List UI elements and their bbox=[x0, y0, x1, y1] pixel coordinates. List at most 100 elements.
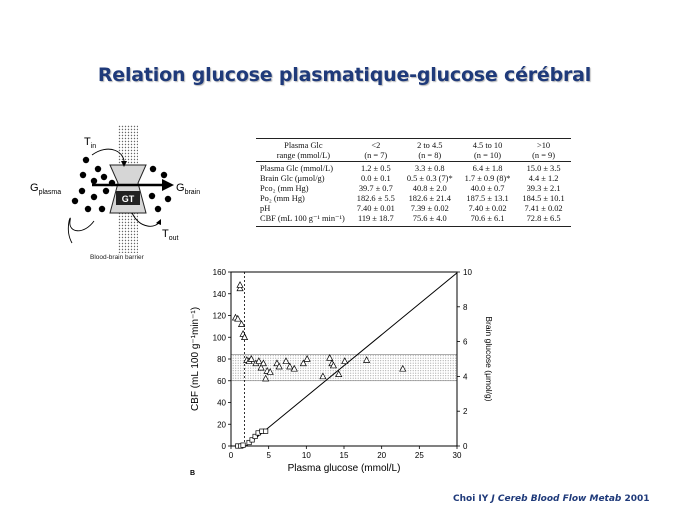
brain-glucose-data-point bbox=[249, 437, 255, 443]
table-cell: 182.6 ± 21.4 bbox=[408, 194, 451, 203]
header-cell: 4.5 to 10 bbox=[458, 138, 517, 151]
x-tick-label: 10 bbox=[302, 451, 311, 460]
table-row: pH 7.40 ± 0.01 7.39 ± 0.02 7.40 ± 0.02 7… bbox=[256, 204, 571, 214]
table-cell: 70.6 ± 6.1 bbox=[458, 214, 517, 227]
table-cell: 40.0 ± 0.7 bbox=[470, 184, 505, 193]
cbf-data-point bbox=[329, 361, 338, 369]
cbf-data-point bbox=[234, 314, 242, 322]
row-label: pH bbox=[260, 204, 271, 213]
cbf-data-point bbox=[262, 374, 270, 382]
table-cell: 1.7 ± 0.9 (8)* bbox=[464, 174, 511, 183]
header-cell: Plasma Glc bbox=[256, 138, 351, 151]
cbf-data-point bbox=[363, 356, 371, 363]
table-header-row: range (mmol/L) (n = 7) (n = 8) (n = 10) … bbox=[256, 151, 571, 162]
brain-glucose-fit-line bbox=[245, 272, 458, 447]
y2-tick-label: 10 bbox=[463, 268, 472, 277]
table-cell: 72.8 ± 6.5 bbox=[516, 214, 571, 227]
cbf-data-point bbox=[335, 370, 343, 377]
brain-glucose-data-point bbox=[252, 433, 258, 439]
y2-tick-label: 8 bbox=[463, 303, 468, 312]
y2-tick-label: 6 bbox=[463, 338, 468, 347]
header-cell: (n = 7) bbox=[364, 151, 388, 160]
y-tick-label: 140 bbox=[213, 290, 227, 299]
y-tick-label: 120 bbox=[213, 312, 227, 321]
bbb-transport-diagram: GT Tin Gplasma Gbrain Tout bbox=[30, 125, 200, 253]
table-cell: 184.5 ± 10.1 bbox=[522, 194, 565, 203]
y-axis-label: CBF (mL 100 g⁻¹min⁻¹) bbox=[190, 307, 201, 411]
t-out-subscript: out bbox=[169, 235, 179, 242]
row-label: Plasma Glc (mmol/L) bbox=[256, 161, 351, 174]
cbf-data-point bbox=[341, 357, 349, 364]
g-brain-subscript: brain bbox=[185, 189, 201, 196]
brain-glucose-data-point bbox=[263, 428, 269, 434]
y-tick-label: 60 bbox=[217, 377, 226, 386]
table-row: Plasma Glc (mmol/L) 1.2 ± 0.5 3.3 ± 0.8 … bbox=[256, 161, 571, 174]
cbf-data-point bbox=[275, 362, 283, 370]
cbf-data-point bbox=[257, 363, 265, 371]
header-cell: (n = 8) bbox=[418, 151, 442, 160]
cbf-data-point bbox=[237, 320, 246, 327]
table-row: Po₂ (mm Hg) 182.6 ± 5.5 182.6 ± 21.4 187… bbox=[256, 194, 571, 204]
table-cell: 40.8 ± 2.0 bbox=[412, 184, 447, 193]
t-out-label: T bbox=[162, 228, 169, 240]
cbf-data-point bbox=[282, 357, 290, 364]
y2-tick-label: 4 bbox=[463, 372, 468, 381]
y2-tick-label: 0 bbox=[463, 442, 468, 451]
g-plasma-subscript: plasma bbox=[39, 189, 62, 196]
row-label: Po₂ (mm Hg) bbox=[260, 194, 305, 203]
table-row: CBF (mL 100 g⁻¹ min⁻¹) 119 ± 18.7 75.6 ±… bbox=[256, 214, 571, 227]
table-cell: 0.0 ± 0.1 bbox=[360, 174, 391, 183]
cbf-glucose-chart: 0 5 10 15 20 25 300204060801001201401600246810… bbox=[190, 268, 494, 477]
citation-year: 2001 bbox=[621, 494, 650, 504]
table-row: Pco₂ (mm Hg) 39.7 ± 0.7 40.8 ± 2.0 40.0 … bbox=[256, 184, 571, 194]
table-cell: 0.5 ± 0.3 (7)* bbox=[406, 174, 453, 183]
barrier-label: Blood-brain barrier bbox=[90, 254, 144, 261]
tail-curve bbox=[67, 217, 95, 244]
cbf-data-point bbox=[399, 364, 407, 372]
svg-text:Gbrain: Gbrain bbox=[176, 182, 200, 196]
t-in-label: T bbox=[84, 136, 91, 148]
x-tick-label: 30 bbox=[453, 451, 462, 460]
y-tick-label: 40 bbox=[217, 399, 226, 408]
transporter-shape bbox=[109, 164, 147, 214]
x-axis-label: Plasma glucose (mmol/L) bbox=[288, 463, 401, 474]
header-cell: 2 to 4.5 bbox=[400, 138, 459, 151]
cbf-data-point bbox=[236, 284, 244, 292]
transport-arrow-head bbox=[162, 179, 174, 191]
cbf-data-point bbox=[236, 281, 244, 288]
table-cell: 6.4 ± 1.8 bbox=[458, 161, 517, 174]
cbf-data-point bbox=[319, 372, 327, 380]
y-tick-label: 80 bbox=[217, 355, 226, 364]
g-brain-label: G bbox=[176, 182, 185, 194]
brain-glucose-data-point bbox=[246, 439, 252, 446]
row-label: CBF (mL 100 g⁻¹ min⁻¹) bbox=[256, 214, 351, 227]
cbf-data-point bbox=[326, 353, 334, 361]
header-cell: >10 bbox=[516, 138, 571, 151]
y-tick-label: 0 bbox=[222, 442, 227, 451]
panel-label: B bbox=[190, 470, 195, 477]
x-tick-label: 5 bbox=[266, 451, 271, 460]
cbf-data-point bbox=[247, 355, 255, 362]
cbf-data-point bbox=[240, 333, 249, 341]
cbf-data-point bbox=[266, 368, 274, 375]
t-in-subscript: in bbox=[91, 143, 97, 150]
table-cell: 39.7 ± 0.7 bbox=[358, 184, 393, 193]
svg-text:Tout: Tout bbox=[162, 228, 179, 242]
row-label: Pco₂ (mm Hg) bbox=[260, 184, 309, 193]
citation-author: Choi IY bbox=[453, 494, 492, 504]
gt-box bbox=[116, 191, 140, 205]
header-cell: (n = 9) bbox=[532, 151, 555, 160]
citation-journal: J Cereb Blood Flow Metab bbox=[491, 494, 622, 504]
cbf-data-point bbox=[290, 364, 298, 372]
x-tick-label: 0 bbox=[229, 451, 234, 460]
brain-glucose-data-point bbox=[240, 442, 246, 448]
header-cell: <2 bbox=[350, 138, 401, 151]
x-tick-label: 25 bbox=[415, 451, 424, 460]
header-cell: (n = 10) bbox=[474, 151, 502, 160]
table-cell: 7.41 ± 0.02 bbox=[524, 204, 563, 213]
cbf-data-point bbox=[286, 362, 294, 370]
y2-axis-label: Brain glucose (μmol/g) bbox=[484, 316, 494, 401]
cbf-data-point bbox=[255, 357, 263, 364]
slide-title: Relation glucose plasmatique-glucose cér… bbox=[97, 64, 592, 86]
cbf-data-point bbox=[303, 355, 311, 362]
